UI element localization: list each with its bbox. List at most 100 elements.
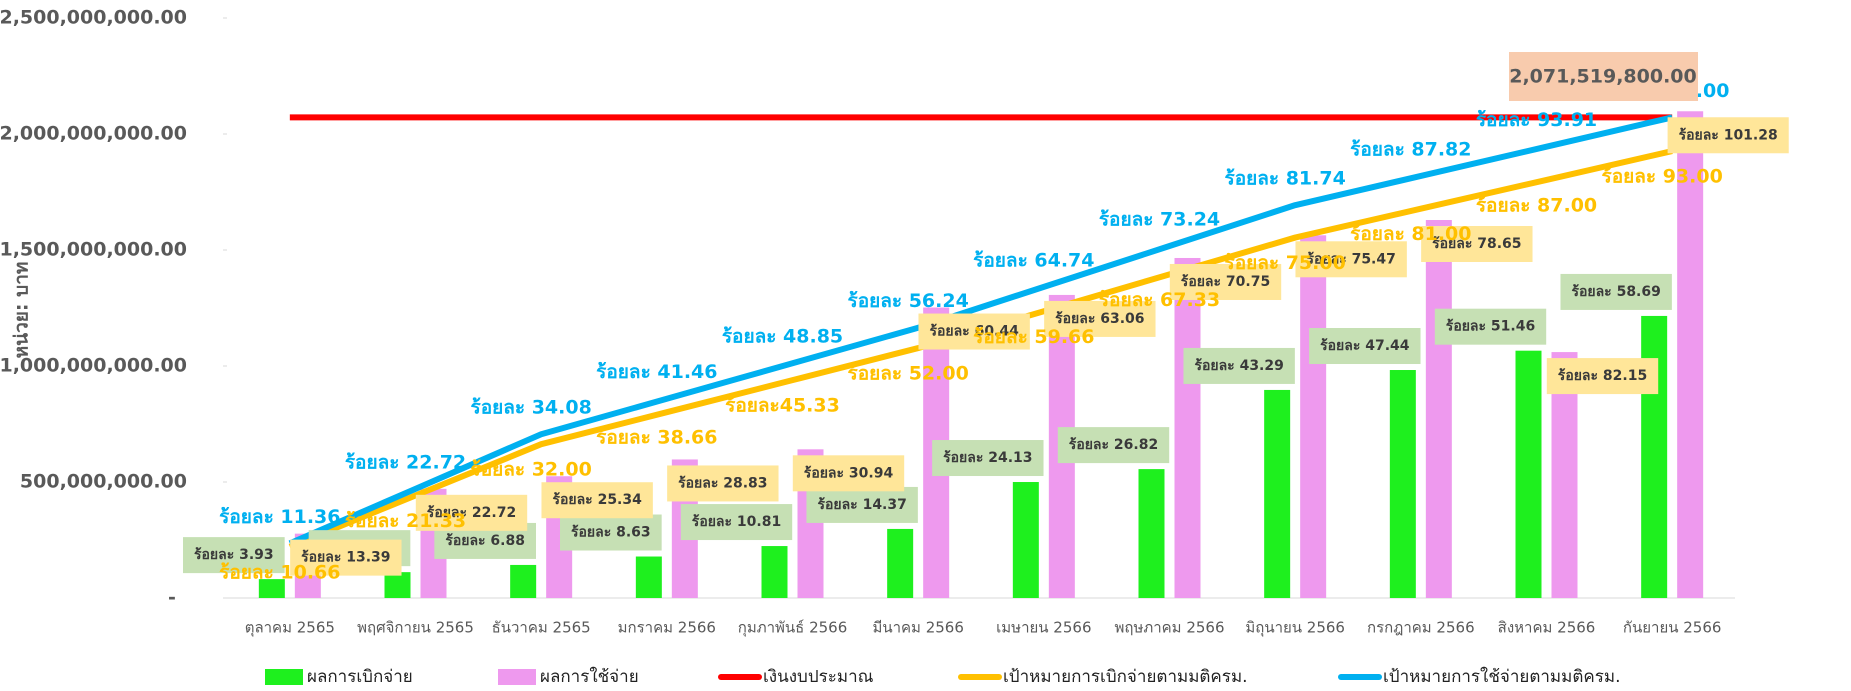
data-label: ร้อยละ 10.81 [680,504,793,541]
data-label: ร้อยละ 81.74 [1225,168,1346,190]
data-label-text: ร้อยละ 60.44 [929,324,1019,340]
data-label-text: ร้อยละ 58.69 [1571,284,1660,300]
bar [887,528,914,598]
data-label-box [1295,241,1407,278]
data-label: ร้อยละ 59.66 [973,326,1094,348]
data-label-box [1421,226,1533,263]
data-label: ร้อยละ 51.46 [1434,308,1547,345]
data-label: ร้อยละ 3.93 [183,537,285,574]
data-label: ร้อยละ 25.34 [541,482,653,519]
data-label: ร้อยละ 43.29 [1183,347,1295,384]
legend-label: ผลการใช้จ่าย [540,666,639,687]
annotation-box [1509,52,1698,101]
data-label-box [1546,358,1659,395]
legend-label: เงินงบประมาณ [763,667,874,687]
data-label-text: ร้อยละ 11.36 [219,506,340,528]
bar [1389,370,1416,598]
bar [1264,389,1291,598]
x-tick-label: ตุลาคม 2565 [245,619,335,638]
bar [258,579,285,598]
data-label: ร้อยละ 48.85 [722,326,843,348]
data-label-text: ร้อยละ 13.39 [301,550,390,566]
data-label-box [415,494,528,531]
data-label: ร้อยละ 78.65 [1421,226,1533,263]
data-label-text: ร้อยละ 34.08 [471,397,592,419]
data-label-box [1044,300,1156,337]
data-label: ร้อยละ 47.44 [1309,328,1421,365]
data-label-text: ร้อยละ 30.94 [804,465,894,481]
data-label-box [918,313,1030,350]
data-label: ร้อยละ 67.33 [1099,289,1220,311]
bar [761,546,788,598]
data-label: ร้อยละ 34.08 [471,397,592,419]
data-label: ร้อยละ 14.37 [806,486,918,523]
data-label-text: ร้อยละ 22.72 [427,505,516,521]
data-label-text: ร้อยละ 75.00 [1225,252,1346,274]
x-tick-label: มกราคม 2566 [618,619,716,637]
legend-swatch [265,669,303,685]
data-label: ร้อยละ 70.75 [1169,263,1282,300]
data-label-text: ร้อยละ 32.00 [471,459,592,481]
legend-label: เป้าหมายการเบิกจ่ายตามมติครม. [1003,667,1248,687]
data-label: ร้อยละ 24.13 [932,440,1044,477]
data-label-text: ร้อยละ 26.82 [1069,437,1158,453]
data-label-text: ร้อยละ 47.44 [1320,338,1410,354]
data-label: ร้อยละ 10.66 [219,561,340,583]
bar [1174,257,1201,598]
annotation: 2,071,519,800.00 [1509,52,1698,101]
legend-swatch [498,669,536,685]
legend-label: ผลการเบิกจ่าย [307,667,413,687]
data-label: ร้อยละ 64.74 [973,249,1094,271]
data-label-text: ร้อยละ 59.66 [973,326,1094,348]
data-label-text: ร้อยละ45.33 [725,395,840,417]
x-tick-label: ธันวาคม 2565 [492,619,591,637]
data-label-text: ร้อยละ 28.83 [678,475,767,491]
x-tick-label: กุมภาพันธ์ 2566 [738,619,848,638]
data-label-box [183,537,285,574]
data-label-text: ร้อยละ 93.91 [1476,109,1597,131]
y-tick-label: - [168,587,176,609]
data-label-text: ร้อยละ 52.00 [848,363,969,385]
data-label: ร้อยละ 93.91 [1476,109,1597,131]
data-label-box [806,486,918,523]
y-tick-label: 1,000,000,000.00 [0,355,187,377]
data-label: ร้อยละ45.33 [725,395,840,417]
data-label-box [1057,427,1170,464]
data-label: ร้อยละ 22.72 [345,451,466,473]
line [288,114,1673,547]
data-label-box [667,465,779,502]
data-label: ร้อยละ 30.94 [792,455,905,492]
bar [1012,482,1039,598]
annotation-text: 2,071,519,800.00 [1509,66,1697,88]
data-label: ร้อยละ 75.47 [1295,241,1407,278]
data-label-text: ร้อยละ 81.74 [1225,168,1346,190]
data-label-box [932,440,1044,477]
bar [1515,350,1542,598]
data-label-text: ร้อยละ 75.47 [1306,251,1395,267]
x-tick-label: กันยายน 2566 [1623,619,1722,637]
data-label-box [541,482,653,519]
data-label-text: ร้อยละ 43.29 [1194,358,1283,374]
data-label-text: ร้อยละ 101.28 [1679,127,1778,143]
bar [510,564,537,598]
x-tick-label: มีนาคม 2566 [872,619,963,637]
data-label: ร้อยละ 21.33 [345,510,466,532]
y-tick-label: 1,500,000,000.00 [0,239,187,261]
data-label: ร้อยละ 87.82 [1350,138,1471,160]
data-label-box [290,539,402,576]
data-label: ร้อยละ 13.39 [290,539,402,576]
x-tick-label: กรกฎาคม 2566 [1367,619,1475,637]
data-label-box [1560,273,1672,310]
data-label-text: ร้อยละ 56.24 [848,290,969,312]
data-label: ร้อยละ 101.28 [1667,117,1789,154]
data-label-text: ร้อยละ 73.24 [1099,209,1220,231]
data-label: ร้อยละ 26.82 [1057,427,1170,464]
data-label-text: ร้อยละ 22.72 [345,451,466,473]
data-label-text: ร้อยละ 51.46 [1446,319,1535,335]
data-label-text: ร้อยละ 10.66 [219,561,340,583]
data-label-text: ร้อยละ 41.46 [596,361,717,383]
data-label: ร้อยละ 11.36 [219,506,340,528]
data-label: ร้อยละ 82.15 [1546,358,1659,395]
data-label: ร้อยละ 93.00 [1602,166,1723,188]
